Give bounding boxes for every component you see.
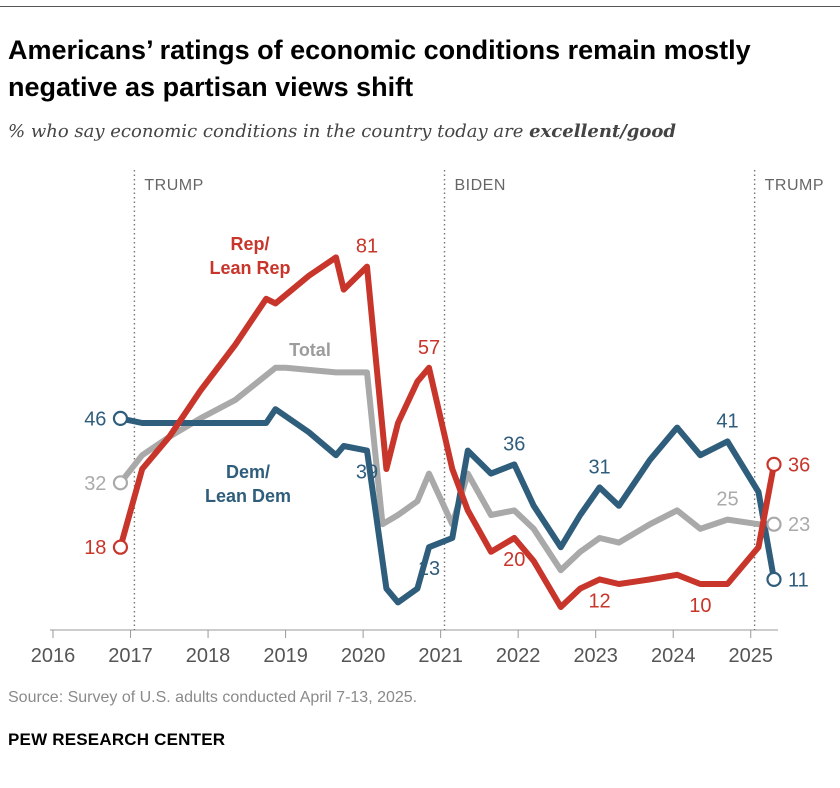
total-data-label: 23 bbox=[788, 514, 810, 536]
dem-series-name-label: Dem/ bbox=[226, 462, 270, 482]
rep-series-line bbox=[117, 254, 777, 610]
x-tick-label: 2023 bbox=[573, 645, 618, 667]
total-data-label: 32 bbox=[84, 473, 106, 495]
rep-data-label: 36 bbox=[788, 454, 810, 476]
x-tick-label: 2020 bbox=[341, 645, 386, 667]
total-series-name-label: Total bbox=[289, 340, 331, 360]
rep-data-label: 18 bbox=[84, 537, 106, 559]
chart-title: Americans’ ratings of economic condition… bbox=[8, 35, 751, 102]
total-data-label: 25 bbox=[716, 489, 738, 511]
dem-data-label: 46 bbox=[84, 408, 106, 430]
rep-data-label: 20 bbox=[503, 549, 525, 571]
x-tick-label: 2016 bbox=[31, 645, 76, 667]
subtitle-emphasis: excellent/good bbox=[529, 121, 676, 142]
dem-endpoint-marker bbox=[112, 410, 129, 426]
x-tick-label: 2024 bbox=[651, 645, 696, 667]
dem-series-name-label: Lean Dem bbox=[205, 486, 291, 506]
x-tick-label: 2019 bbox=[263, 645, 308, 667]
source-note: Source: Survey of U.S. adults conducted … bbox=[8, 689, 418, 706]
dem-data-label: 36 bbox=[503, 433, 525, 455]
administration-label: TRUMP bbox=[765, 177, 824, 194]
dem-data-label: 11 bbox=[788, 569, 809, 591]
dem-data-label: 31 bbox=[588, 456, 610, 478]
top-rule bbox=[0, 6, 840, 7]
chart-subtitle: % who say economic conditions in the cou… bbox=[8, 121, 676, 142]
rep-data-label: 10 bbox=[689, 595, 711, 617]
x-tick-label: 2017 bbox=[108, 645, 153, 667]
x-tick-label: 2025 bbox=[728, 645, 773, 667]
rep-endpoint-marker bbox=[766, 456, 782, 472]
dem-series-line bbox=[117, 406, 777, 606]
rep-data-label: 81 bbox=[356, 236, 378, 258]
rep-data-label: 12 bbox=[588, 590, 610, 612]
total-endpoint-marker bbox=[112, 475, 129, 491]
dem-data-label: 13 bbox=[418, 558, 440, 580]
x-tick-label: 2021 bbox=[418, 645, 463, 667]
administration-label: BIDEN bbox=[455, 177, 506, 194]
total-endpoint-marker bbox=[766, 516, 782, 532]
rep-series-name-label: Rep/ bbox=[230, 234, 269, 254]
x-tick-label: 2018 bbox=[186, 645, 231, 667]
administration-label: TRUMP bbox=[144, 177, 203, 194]
rep-series-name-label: Lean Rep bbox=[209, 258, 290, 278]
rep-endpoint-marker bbox=[112, 539, 129, 555]
rep-data-label: 57 bbox=[418, 337, 440, 359]
dem-data-label: 39 bbox=[356, 462, 378, 484]
dem-data-label: 41 bbox=[716, 410, 738, 432]
x-tick-label: 2022 bbox=[496, 645, 541, 667]
dem-endpoint-marker bbox=[766, 571, 782, 588]
brand-logo-text: PEW RESEARCH CENTER bbox=[8, 730, 226, 749]
subtitle-prefix: % who say economic conditions in the cou… bbox=[8, 121, 524, 142]
